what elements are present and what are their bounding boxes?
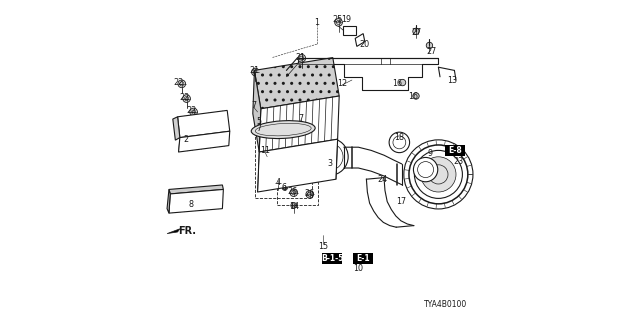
Text: 13: 13 xyxy=(447,76,457,84)
Text: 24: 24 xyxy=(378,175,387,184)
Circle shape xyxy=(298,54,306,62)
Bar xyxy=(255,74,312,198)
Polygon shape xyxy=(253,70,261,152)
Polygon shape xyxy=(259,96,339,152)
Text: E-1: E-1 xyxy=(356,254,370,263)
Circle shape xyxy=(275,180,280,186)
Circle shape xyxy=(426,42,433,49)
Polygon shape xyxy=(167,229,180,234)
Text: 15: 15 xyxy=(318,242,328,251)
Circle shape xyxy=(421,157,456,192)
Text: 8: 8 xyxy=(189,200,194,209)
Text: B-1-5: B-1-5 xyxy=(321,254,343,263)
Polygon shape xyxy=(169,185,223,194)
Bar xyxy=(277,182,317,205)
Text: 1: 1 xyxy=(314,18,319,27)
Text: 26: 26 xyxy=(288,188,298,196)
Bar xyxy=(343,26,356,35)
Polygon shape xyxy=(355,34,365,46)
Polygon shape xyxy=(254,58,339,109)
Text: 25: 25 xyxy=(332,15,343,24)
Polygon shape xyxy=(179,131,230,152)
Polygon shape xyxy=(178,110,230,138)
Polygon shape xyxy=(258,139,338,192)
Text: TYA4B0100: TYA4B0100 xyxy=(424,300,467,309)
Text: 21: 21 xyxy=(296,53,306,62)
Text: 20: 20 xyxy=(359,40,369,49)
Circle shape xyxy=(413,157,438,182)
Text: FR.: FR. xyxy=(178,226,196,236)
Text: 2: 2 xyxy=(184,135,189,144)
Text: 7: 7 xyxy=(298,114,303,123)
Text: 27: 27 xyxy=(426,47,436,56)
Text: 6: 6 xyxy=(282,183,287,192)
Bar xyxy=(445,145,465,156)
Text: E-8: E-8 xyxy=(448,146,462,155)
Circle shape xyxy=(197,122,209,134)
Text: 17: 17 xyxy=(397,197,406,206)
Text: 9: 9 xyxy=(428,149,433,158)
Circle shape xyxy=(323,150,337,164)
Polygon shape xyxy=(298,58,438,90)
Text: 22: 22 xyxy=(173,78,184,87)
Text: 10: 10 xyxy=(353,264,364,273)
Ellipse shape xyxy=(252,121,315,139)
Text: 16: 16 xyxy=(408,92,418,101)
Text: 16: 16 xyxy=(392,79,403,88)
Circle shape xyxy=(178,80,186,88)
Polygon shape xyxy=(169,189,223,213)
Bar xyxy=(353,253,374,264)
Text: 14: 14 xyxy=(289,202,299,211)
Circle shape xyxy=(183,95,191,102)
Circle shape xyxy=(409,145,468,204)
Circle shape xyxy=(278,147,311,180)
Circle shape xyxy=(306,190,314,198)
Text: 5: 5 xyxy=(257,117,262,126)
Text: 11: 11 xyxy=(260,146,270,155)
Bar xyxy=(322,253,342,264)
Circle shape xyxy=(282,185,287,190)
Circle shape xyxy=(290,189,298,196)
Text: 12: 12 xyxy=(337,79,348,88)
Text: 3: 3 xyxy=(327,159,332,168)
Text: 26: 26 xyxy=(305,189,315,198)
Circle shape xyxy=(252,68,259,76)
Text: 7: 7 xyxy=(251,101,256,110)
Text: 22: 22 xyxy=(179,93,189,102)
Circle shape xyxy=(335,19,342,26)
Text: 7: 7 xyxy=(257,124,262,132)
Text: 4: 4 xyxy=(275,178,280,187)
Circle shape xyxy=(389,132,410,153)
Text: 23: 23 xyxy=(453,157,463,166)
Text: 22: 22 xyxy=(186,106,196,115)
Circle shape xyxy=(189,108,197,116)
Polygon shape xyxy=(173,117,180,140)
Circle shape xyxy=(413,28,419,35)
Text: 21: 21 xyxy=(250,66,260,75)
Circle shape xyxy=(399,79,406,86)
Text: 27: 27 xyxy=(411,28,421,36)
Circle shape xyxy=(311,138,348,175)
Circle shape xyxy=(291,203,297,208)
Polygon shape xyxy=(167,189,170,213)
Circle shape xyxy=(326,161,333,167)
Circle shape xyxy=(413,93,419,99)
Text: 18: 18 xyxy=(394,133,404,142)
Text: 19: 19 xyxy=(341,15,351,24)
